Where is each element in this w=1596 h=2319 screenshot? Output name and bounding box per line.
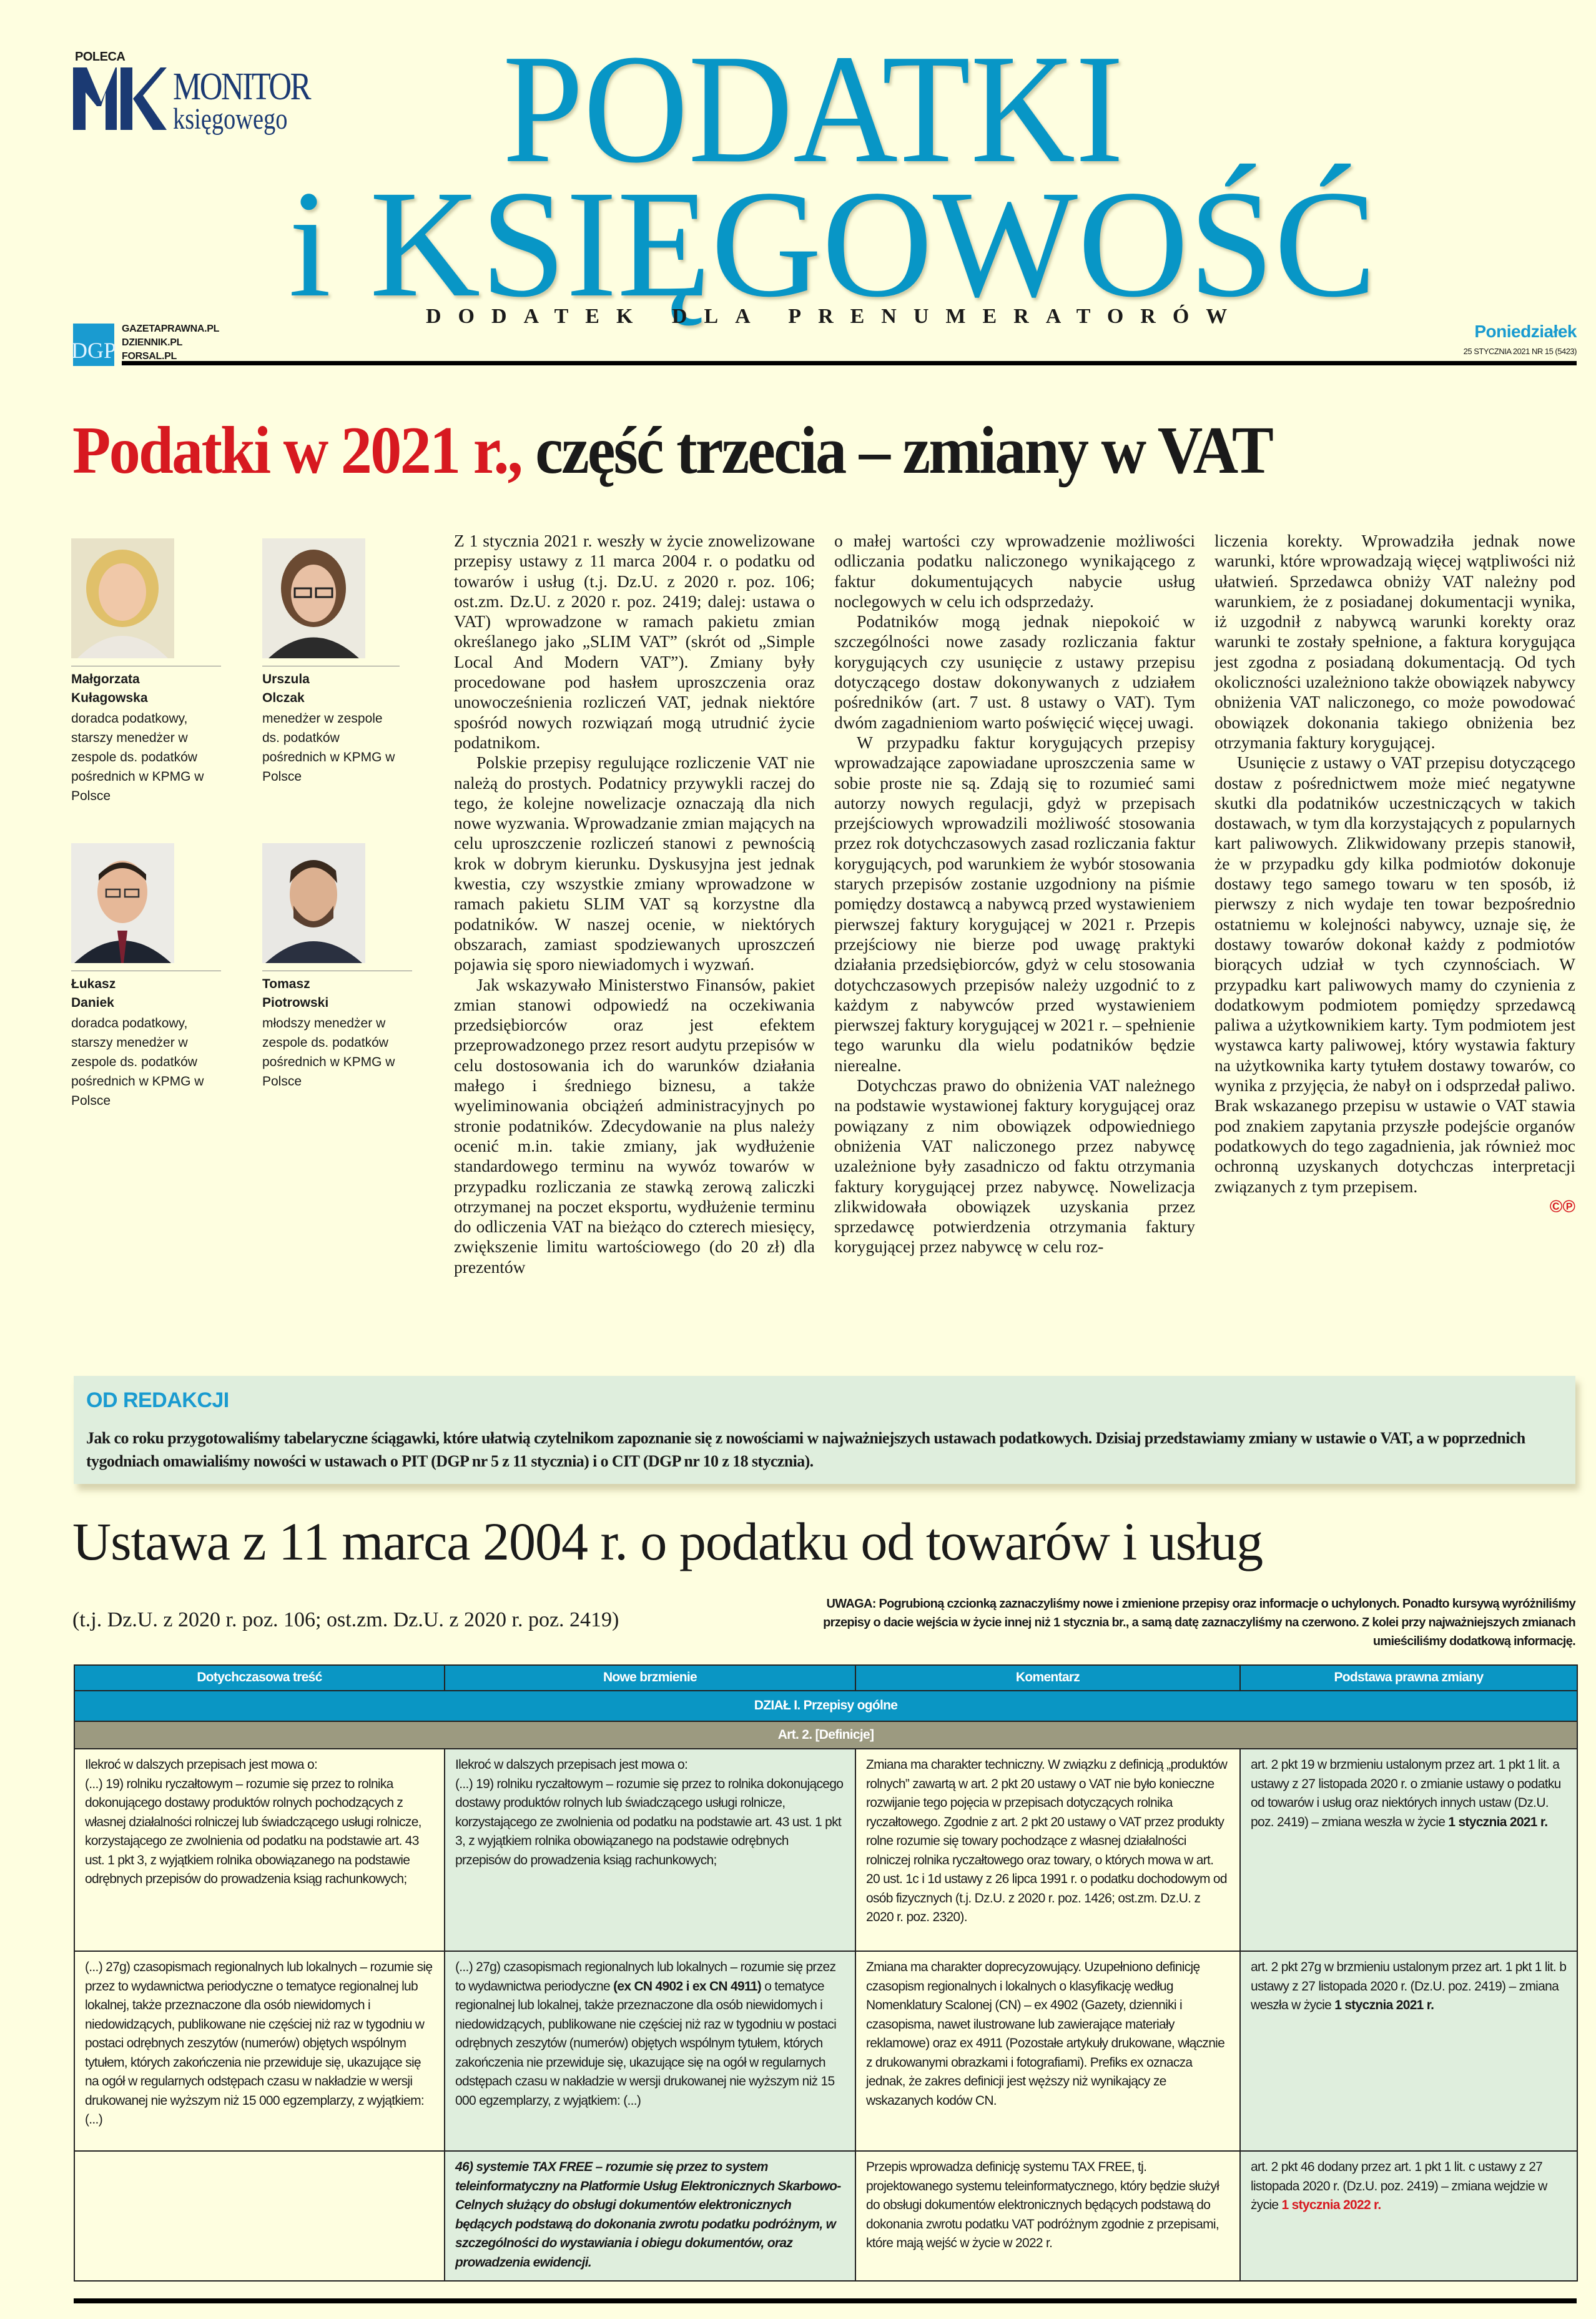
header-rule (122, 361, 1577, 365)
old-text-cell: (...) 27g) czasopismach regionalnych lub… (74, 1951, 445, 2152)
weekday: Poniedziałek (1474, 322, 1577, 341)
column-header: Nowe brzmienie (444, 1664, 856, 1691)
editorial-note-box: OD REDAKCJI Jak co roku przygotowaliśmy … (74, 1376, 1575, 1484)
table-row: 46) systemie TAX FREE – rozumie się prze… (74, 2150, 1578, 2282)
article-paragraph: Z 1 stycznia 2021 r. weszły w życie znow… (454, 531, 815, 752)
footer-rule (74, 2298, 1577, 2303)
column-header: Komentarz (855, 1664, 1241, 1691)
author-photo (71, 538, 174, 658)
author-card: Łukasz Daniek doradca podatkowy, starszy … (71, 843, 221, 1110)
article-paragraph: Jak wskazywało Ministerstwo Finansów, pa… (454, 974, 815, 1277)
dgp-logo[interactable]: DGP (71, 324, 116, 366)
article-column-1: Z 1 stycznia 2021 r. weszły w życie znow… (454, 531, 815, 1277)
author-card: Małgorzata Kułagowska doradca podatkowy, … (71, 538, 221, 806)
column-header: Dotychczasowa treść (74, 1664, 445, 1691)
issue-date: 25 STYCZNIA 2021 NR 15 (5423) (1463, 347, 1577, 356)
legal-basis-cell: art. 2 pkt 46 dodany przez art. 1 pkt 1 … (1239, 2150, 1578, 2282)
author-role: doradca podatkowy, starszy menedżer w ze… (71, 711, 204, 803)
author-role: menedżer w zespole ds. podatków pośredni… (262, 711, 395, 784)
article-paragraph: Dotychczas prawo do obniżenia VAT należn… (834, 1075, 1195, 1257)
article-row: Art. 2. [Definicje] (74, 1720, 1578, 1749)
author-photo (71, 843, 174, 963)
comment-cell: Przepis wprowadza definicję systemu TAX … (855, 2150, 1241, 2282)
logo-ksiegowego-text: księgowego (173, 102, 288, 136)
headline-red-part: Podatki w 2021 r., (72, 413, 523, 488)
author-role: doradca podatkowy, starszy menedżer w ze… (71, 1016, 204, 1108)
changes-table: Dotychczasowa treść Nowe brzmienie Komen… (74, 1664, 1578, 2282)
logo-monitor-text: MONITOR (173, 66, 312, 108)
monitor-ksiegowego-logo[interactable]: MONITOR księgowego (73, 66, 367, 136)
table-row: (...) 27g) czasopismach regionalnych lub… (74, 1951, 1578, 2152)
article-paragraph: Usunięcie z ustawy o VAT przepisu dotycz… (1214, 753, 1575, 1196)
mk-logo-mark-icon (73, 67, 167, 130)
article-column-2: o małej wartości czy wprowadzenie możliw… (834, 531, 1195, 1257)
table-note: UWAGA: Pogrubioną czcionką zaznaczyliśmy… (823, 1597, 1576, 1648)
headline-black-part: część trzecia – zmiany w VAT (521, 413, 1274, 488)
article-paragraph: W przypadku faktur korygujących przepisy… (834, 732, 1195, 1075)
article-title: Art. 2. [Definicje] (74, 1720, 1578, 1749)
editorial-text: Jak co roku przygotowaliśmy tabelaryczne… (86, 1429, 1525, 1470)
comment-cell: Zmiana ma charakter doprecyzowujący. Uzu… (855, 1951, 1241, 2152)
legal-basis-cell: art. 2 pkt 19 w brzmieniu ustalonym prze… (1239, 1748, 1578, 1952)
column-header: Podstawa prawna zmiany (1239, 1664, 1578, 1691)
author-role: młodszy menedżer w zespole ds. podatków … (262, 1016, 395, 1089)
law-title: Ustawa z 11 marca 2004 r. o podatku od t… (72, 1511, 1263, 1571)
poleca-label: POLECA (75, 50, 126, 64)
article-paragraph: o małej wartości czy wprowadzenie możliw… (834, 531, 1195, 611)
new-text-cell: (...) 27g) czasopismach regionalnych lub… (444, 1951, 856, 2152)
site-link[interactable]: GAZETAPRAWNA.PL (122, 324, 220, 334)
site-list: GAZETAPRAWNA.PL DZIENNIK.PL FORSAL.PL (122, 322, 219, 363)
comment-cell: Zmiana ma charakter techniczny. W związk… (855, 1748, 1241, 1952)
legal-basis-cell: art. 2 pkt 27g w brzmieniu ustalonym prz… (1239, 1951, 1578, 2152)
author-name: Małgorzata Kułagowska (71, 666, 221, 708)
author-name: Tomasz Piotrowski (262, 971, 412, 1012)
author-card: Tomasz Piotrowski młodszy menedżer w zesp… (262, 843, 412, 1091)
masthead-title-line2: i KSIĘGOWOŚĆ (288, 159, 1377, 329)
site-link[interactable]: DZIENNIK.PL (122, 337, 183, 348)
table-row: Ilekroć w dalszych przepisach jest mowa … (74, 1748, 1578, 1952)
article-paragraph: Polskie przepisy regulujące rozliczenie … (454, 753, 815, 974)
author-photo (262, 538, 365, 658)
masthead-title-line1: PODATKI (503, 22, 1124, 195)
article-column-3: liczenia korekty. Wprowadziła jednak now… (1214, 531, 1575, 1217)
masthead-subtitle: DODATEK DLA PRENUMERATORÓW (426, 305, 1244, 328)
article-paragraph: liczenia korekty. Wprowadziła jednak now… (1214, 531, 1575, 752)
new-text-cell: 46) systemie TAX FREE – rozumie się prze… (444, 2150, 856, 2282)
author-photo (262, 843, 365, 963)
old-text-cell: Ilekroć w dalszych przepisach jest mowa … (74, 1748, 445, 1952)
table-header-row: Dotychczasowa treść Nowe brzmienie Komen… (74, 1664, 1578, 1691)
author-name: Urszula Olczak (262, 666, 400, 708)
copyright-mark: ©℗ (1549, 1196, 1575, 1216)
editorial-heading: OD REDAKCJI (86, 1388, 229, 1412)
section-title: DZIAŁ I. Przepisy ogólne (74, 1690, 1578, 1722)
article-paragraph: Podatników mogą jednak niepokoić w szcze… (834, 611, 1195, 732)
author-name: Łukasz Daniek (71, 971, 221, 1012)
new-text-cell: Ilekroć w dalszych przepisach jest mowa … (444, 1748, 856, 1952)
section-row: DZIAŁ I. Przepisy ogólne (74, 1690, 1578, 1722)
law-citation: (t.j. Dz.U. z 2020 r. poz. 106; ost.zm. … (72, 1608, 619, 1631)
site-link[interactable]: FORSAL.PL (122, 351, 177, 362)
old-text-cell (74, 2150, 445, 2282)
page-headline: Podatki w 2021 r., część trzecia – zmian… (72, 412, 1274, 490)
author-card: Urszula Olczak menedżer w zespole ds. pod… (262, 538, 400, 786)
